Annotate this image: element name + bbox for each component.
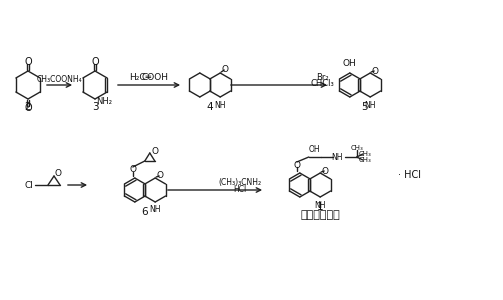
Text: NH: NH [331,152,343,161]
Text: Br₂: Br₂ [316,73,328,82]
Text: O: O [222,65,229,74]
Text: NH: NH [149,206,161,214]
Text: 鹽酸卡替洛爾: 鹽酸卡替洛爾 [300,210,340,220]
Text: · HCl: · HCl [398,170,422,180]
Text: (CH₃)₃CNH₂: (CH₃)₃CNH₂ [218,178,262,187]
Text: O: O [54,169,61,178]
Text: O: O [129,166,136,175]
Text: OH: OH [309,146,320,154]
Text: NH: NH [314,200,326,209]
Text: 1: 1 [317,202,323,212]
Text: 6: 6 [142,207,148,217]
Text: O: O [91,57,99,67]
Text: NH: NH [365,100,376,109]
Text: CH₃: CH₃ [359,151,371,157]
Text: CH₃: CH₃ [351,145,363,151]
Text: O: O [293,160,300,169]
Text: 4: 4 [207,102,213,112]
Text: HCl: HCl [233,184,246,194]
Text: O: O [151,146,158,155]
Text: CH₃COONH₄: CH₃COONH₄ [36,74,82,83]
Text: CH₃: CH₃ [359,157,371,163]
Text: 2: 2 [25,102,31,112]
Text: O: O [24,103,32,113]
Text: O: O [157,172,163,181]
Text: O: O [322,167,328,176]
Text: NH: NH [214,100,226,109]
Text: CHCl₃: CHCl₃ [310,80,334,88]
Text: OH: OH [343,58,357,68]
Text: H₂C═: H₂C═ [129,74,151,82]
Text: Cl: Cl [25,181,34,190]
Text: O: O [372,67,379,76]
Text: 5: 5 [362,102,368,112]
Text: COOH: COOH [141,74,169,82]
Text: O: O [24,57,32,67]
Text: 3: 3 [92,102,98,112]
Text: NH₂: NH₂ [96,98,112,106]
